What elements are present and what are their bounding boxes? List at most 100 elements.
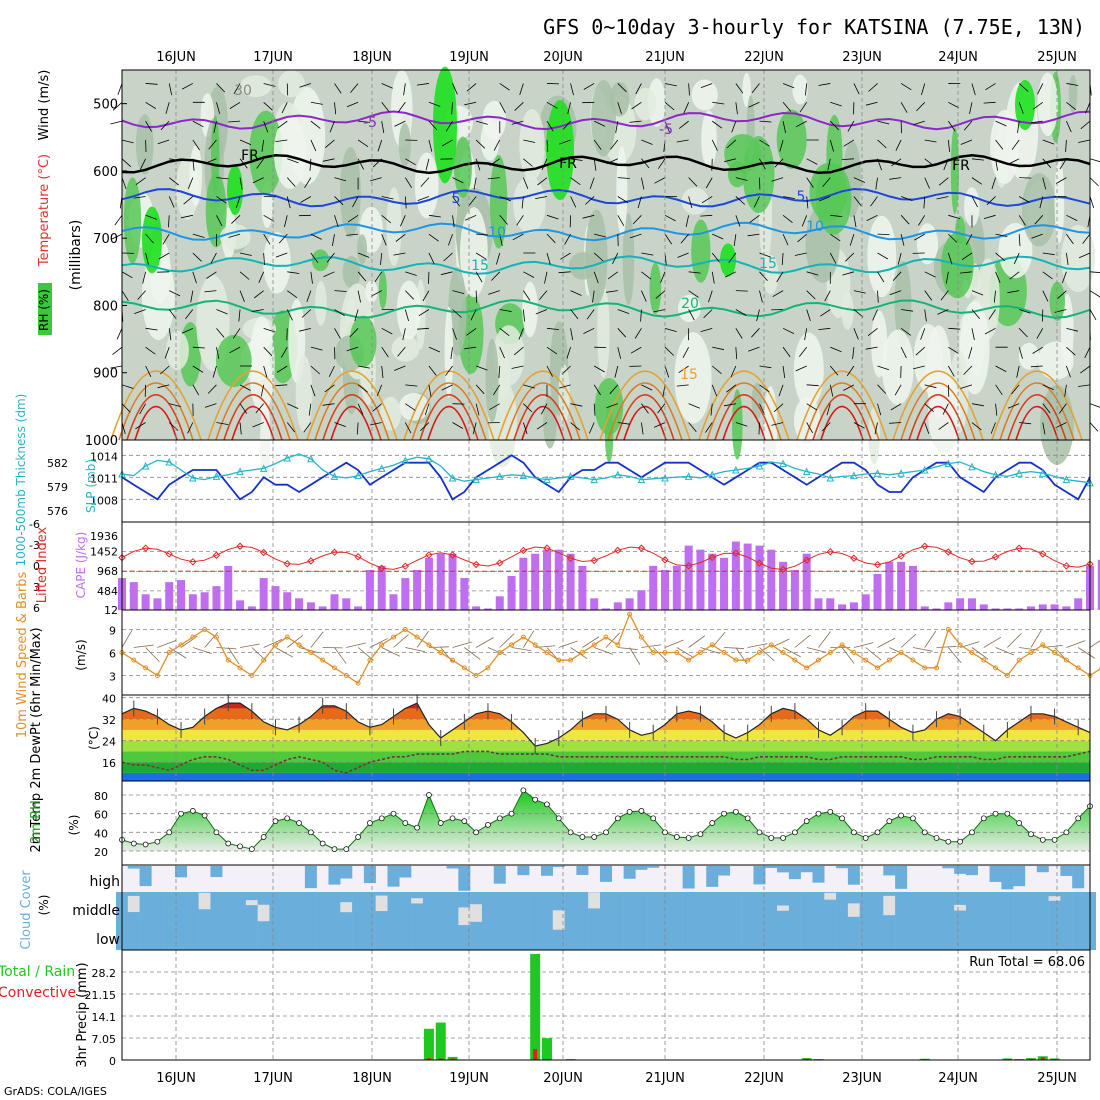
wind-barb bbox=[853, 328, 859, 340]
cloud-midlow bbox=[328, 892, 341, 950]
rh-patch bbox=[211, 115, 220, 196]
rh-patch bbox=[414, 152, 439, 219]
x-tick-label-top: 20JUN bbox=[543, 50, 583, 65]
wind-barb bbox=[190, 290, 194, 303]
wind-speed-point bbox=[886, 657, 892, 663]
wind-barb bbox=[228, 233, 241, 238]
wind-barb bbox=[799, 102, 808, 113]
cloud-high bbox=[1060, 866, 1073, 876]
wind-barb bbox=[168, 83, 173, 96]
wind-barb bbox=[310, 384, 316, 397]
wind-barb bbox=[1061, 271, 1067, 284]
wind-barb bbox=[228, 120, 241, 123]
wind-speed-point bbox=[284, 634, 290, 640]
wind-barb bbox=[701, 196, 713, 204]
thickness-point bbox=[944, 459, 953, 468]
wind-barb bbox=[712, 346, 725, 351]
wind-barb bbox=[514, 102, 524, 111]
wind-barb bbox=[747, 643, 768, 648]
wind-barb bbox=[617, 196, 629, 204]
wind-barb bbox=[900, 633, 917, 648]
cloud-midlow bbox=[411, 892, 424, 950]
wind-barb bbox=[711, 271, 715, 284]
wind-barb bbox=[677, 252, 689, 258]
rh-point bbox=[815, 810, 822, 817]
wind-barb bbox=[310, 120, 321, 129]
ylabel-lifted-index: Lifted Index bbox=[35, 526, 50, 603]
wind-barb bbox=[782, 102, 792, 112]
wind-barb bbox=[657, 403, 666, 414]
li-point bbox=[448, 551, 457, 559]
cloud-midlow bbox=[682, 892, 695, 950]
wind-barb bbox=[466, 328, 477, 336]
rh-high-patch bbox=[227, 165, 243, 215]
wind-barb bbox=[536, 422, 548, 430]
wind-barb bbox=[688, 196, 693, 209]
rh-point bbox=[685, 835, 692, 841]
rh-point bbox=[768, 835, 775, 841]
cape-bar bbox=[708, 553, 717, 610]
wind-barb bbox=[985, 83, 996, 91]
wind-barb bbox=[393, 634, 409, 648]
wind-barb bbox=[239, 252, 252, 256]
rh-patch bbox=[391, 335, 420, 362]
wind-speed-point bbox=[237, 665, 243, 671]
wind-barb bbox=[252, 422, 264, 428]
rh-point bbox=[284, 815, 291, 822]
wind-barb bbox=[135, 177, 146, 186]
li-point bbox=[1015, 544, 1023, 552]
wind-barb bbox=[346, 346, 359, 352]
wind-barb bbox=[594, 647, 614, 655]
cape-bar bbox=[507, 576, 516, 610]
warm-isotherm-arc bbox=[714, 394, 774, 441]
wind-barb bbox=[877, 637, 896, 648]
li-point bbox=[779, 565, 787, 574]
rh-point bbox=[1039, 836, 1046, 843]
wind-barb bbox=[216, 309, 228, 315]
wind-barb bbox=[475, 403, 480, 416]
wind-barb bbox=[441, 384, 453, 391]
wind-barb bbox=[284, 215, 288, 228]
wind-barb bbox=[1085, 102, 1091, 114]
rh-point bbox=[980, 815, 987, 822]
wind-barb bbox=[983, 101, 996, 104]
x-tick-label-bottom: 20JUN bbox=[543, 1071, 583, 1086]
cloud-midlow bbox=[729, 892, 742, 950]
wind-barb bbox=[212, 365, 217, 378]
wind-speed-point bbox=[379, 642, 385, 648]
rh-tick-label: 20 bbox=[94, 846, 108, 859]
wind-barb bbox=[488, 290, 500, 295]
warm-isotherm-arc bbox=[411, 382, 487, 441]
rh-patch bbox=[792, 74, 808, 105]
wind-barb bbox=[582, 214, 595, 219]
wind-barb bbox=[771, 177, 784, 182]
wind-barb bbox=[145, 233, 154, 244]
rh-point bbox=[945, 838, 952, 845]
wind-barb bbox=[1055, 177, 1067, 184]
contour-label: 15 bbox=[471, 258, 489, 274]
cloud-midlow bbox=[576, 892, 589, 950]
rh-patch bbox=[1018, 342, 1040, 370]
wind-barb bbox=[806, 271, 819, 276]
wind-barb bbox=[192, 384, 200, 396]
cloud-midlow bbox=[1001, 892, 1014, 950]
wind-barb bbox=[381, 233, 387, 246]
wind-speed-point bbox=[520, 634, 526, 640]
thickness-point bbox=[448, 473, 457, 482]
wind-barb bbox=[239, 422, 242, 435]
wind-barb bbox=[121, 290, 129, 302]
cloud-gap bbox=[883, 895, 896, 916]
wind-barb bbox=[229, 101, 241, 109]
wind-barb bbox=[428, 365, 437, 376]
wind-barb bbox=[133, 644, 154, 648]
rh-point bbox=[1016, 820, 1023, 826]
wind-barb bbox=[326, 252, 335, 263]
wind-barb bbox=[806, 384, 819, 387]
wind-barb bbox=[513, 346, 524, 356]
wind-barb bbox=[830, 120, 839, 131]
wind-barb bbox=[263, 214, 275, 222]
cape-bar bbox=[767, 549, 776, 610]
ylabel-rh-2m: 2m RH bbox=[29, 800, 44, 844]
cloud-midlow bbox=[1048, 892, 1061, 950]
wind-barb bbox=[1032, 346, 1043, 354]
